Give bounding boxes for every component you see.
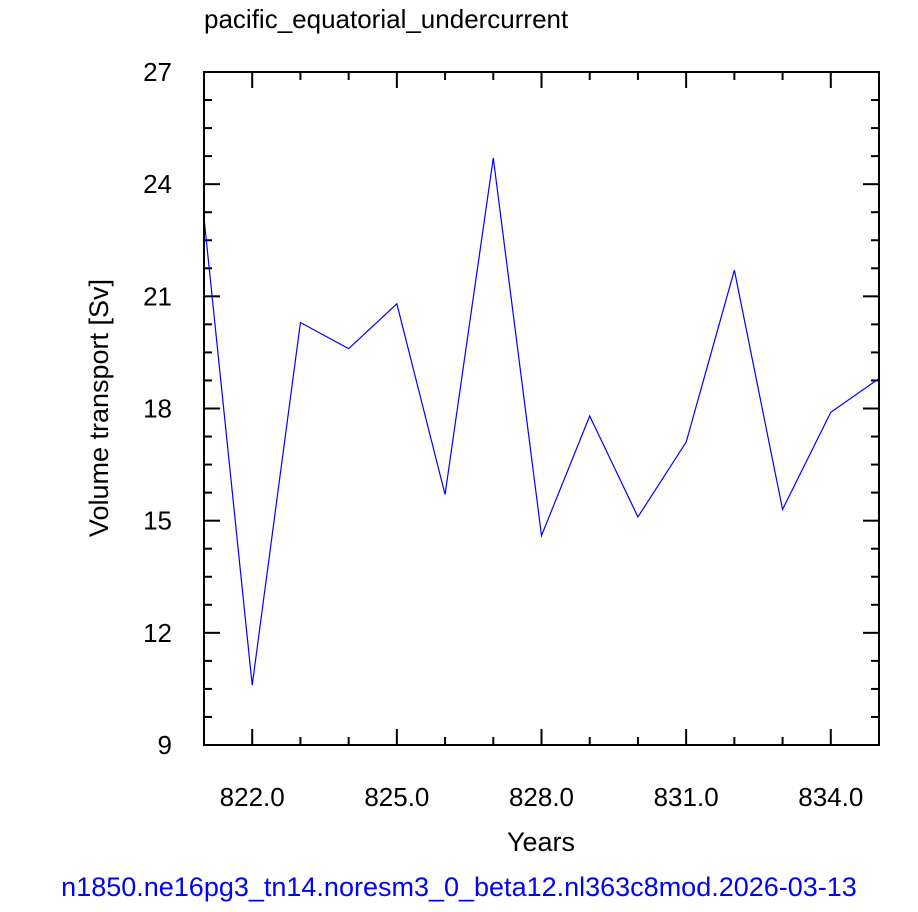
- axis-tick-labels: 822.0 825.0 828.0 831.0 834.0 9 12 15 18 21 24 27: [143, 57, 863, 812]
- chart-title: pacific_equatorial_undercurrent: [204, 4, 569, 34]
- y-tick-label: 27: [143, 57, 172, 87]
- x-tick-label: 822.0: [220, 782, 285, 812]
- y-tick-label: 9: [158, 730, 172, 760]
- x-axis-label: Years: [507, 827, 575, 857]
- y-tick-label: 21: [143, 281, 172, 311]
- x-tick-label: 834.0: [798, 782, 863, 812]
- y-tick-label: 18: [143, 394, 172, 424]
- data-series-line: [203, 157, 880, 686]
- axis-ticks: [203, 71, 880, 746]
- x-tick-label: 831.0: [654, 782, 719, 812]
- y-tick-label: 24: [143, 169, 172, 199]
- x-tick-label: 828.0: [509, 782, 574, 812]
- x-tick-label: 825.0: [364, 782, 429, 812]
- run-caption: n1850.ne16pg3_tn14.noresm3_0_beta12.nl36…: [61, 872, 857, 902]
- plot-frame: [203, 71, 880, 746]
- y-tick-label: 12: [143, 618, 172, 648]
- y-axis-label: Volume transport [Sv]: [84, 279, 114, 537]
- y-tick-label: 15: [143, 506, 172, 536]
